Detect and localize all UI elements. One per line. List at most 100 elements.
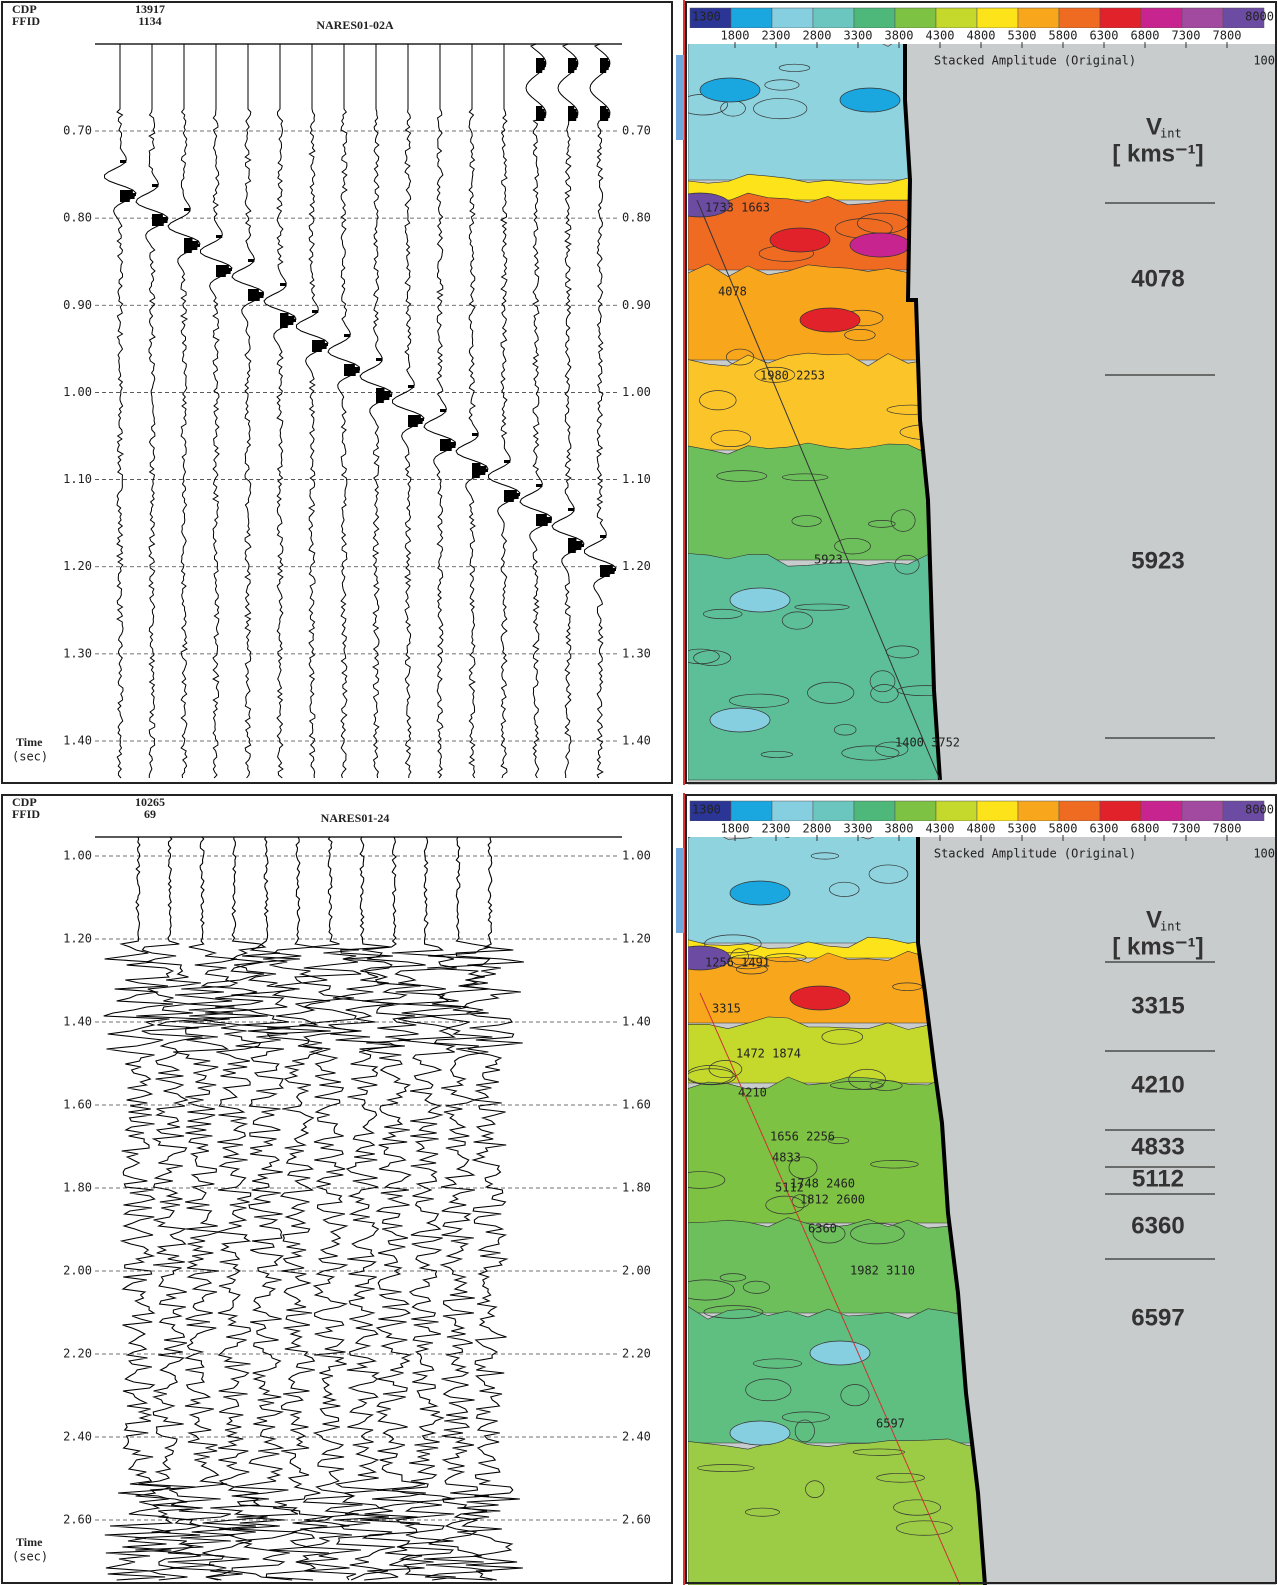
- seismic-trace: [453, 836, 524, 1581]
- contour-blob: [730, 948, 749, 966]
- contour-blob: [688, 1171, 726, 1189]
- colorbar-swatch: [976, 800, 1019, 822]
- pick-label: 6597: [876, 1417, 905, 1431]
- contour-patch: [769, 227, 831, 253]
- pick-label: 1656 2256: [770, 1130, 835, 1144]
- contour-blob: [896, 685, 940, 697]
- vint-symbol: V: [1146, 113, 1162, 140]
- contour-blob: [875, 741, 909, 757]
- trace-fill: [280, 283, 296, 328]
- contour-blob: [778, 63, 811, 72]
- panel-frame: [685, 1, 1277, 784]
- seismic-trace: [455, 44, 489, 779]
- time-tick-label: 0.70: [63, 124, 92, 138]
- contour-blob: [753, 98, 808, 120]
- contour-blob: [781, 611, 814, 630]
- seismic-trace: [167, 836, 239, 1581]
- interval-velocity: 4078: [1131, 265, 1184, 292]
- contour-blob: [834, 537, 871, 555]
- contour-blob: [848, 1068, 886, 1090]
- contour-blob: [830, 1081, 884, 1090]
- trace-fill: [119, 160, 136, 202]
- time-tick-label: 0.90: [622, 298, 651, 312]
- trace-fill: [568, 58, 584, 553]
- contour-blob: [735, 964, 768, 975]
- time-tick-label: 2.00: [63, 1264, 92, 1278]
- contour-blob: [764, 79, 800, 91]
- seismic-trace: [359, 44, 393, 779]
- velocity-tick-label: 2300: [762, 29, 791, 43]
- colorbar-swatch: [894, 800, 937, 822]
- amplitude-label: Stacked Amplitude (Original): [934, 847, 1136, 861]
- velocity-tick-label: 6800: [1131, 822, 1160, 836]
- contour-blob: [869, 670, 896, 693]
- time-tick-label: 0.90: [63, 298, 92, 312]
- contour-blob: [812, 1224, 846, 1244]
- velocity-band: [688, 1437, 985, 1585]
- seismic-trace: [135, 836, 204, 1581]
- contour-blob: [852, 1448, 906, 1456]
- colorbar-swatch: [1058, 7, 1101, 29]
- contour-blob: [890, 509, 916, 532]
- colorbar-swatch: [812, 7, 855, 29]
- seismic-trace: [519, 43, 553, 779]
- velocity-tick-label: 1800: [721, 822, 750, 836]
- time-tick-label: 0.70: [622, 124, 651, 138]
- velocity-tick-label: 5800: [1049, 29, 1078, 43]
- contour-patch: [729, 587, 791, 613]
- colorbar-swatch: [1140, 7, 1183, 29]
- interval-velocity: 5923: [1131, 547, 1184, 574]
- seismic-trace: [487, 44, 521, 779]
- contour-blob: [893, 1499, 942, 1516]
- contour-blob: [781, 1411, 830, 1423]
- pick-label: 6360: [808, 1222, 837, 1236]
- colorbar-swatch: [1017, 800, 1060, 822]
- time-axis-unit: (sec): [12, 1550, 48, 1564]
- contour-blob: [716, 470, 768, 482]
- time-tick-label: 1.20: [622, 559, 651, 573]
- contour-blob: [764, 953, 807, 963]
- trace-fill: [184, 208, 200, 253]
- contour-blob: [703, 1305, 764, 1319]
- vint-unit: [ kms⁻¹]: [1112, 140, 1203, 167]
- colorbar-swatch: [935, 800, 978, 822]
- contour-blob: [708, 1060, 743, 1079]
- pick-label: 1256 1491: [705, 956, 770, 970]
- contour-blob: [868, 864, 909, 884]
- contour-blob: [744, 1507, 780, 1517]
- seismic-trace: [359, 836, 427, 1581]
- contour-blob: [742, 1280, 771, 1294]
- colorbar-swatch: [730, 800, 773, 822]
- contour-blob: [876, 1472, 925, 1483]
- seismic-trace: [328, 836, 399, 1581]
- contour-blob: [827, 1137, 850, 1145]
- pick-label: 1400 3752: [895, 736, 960, 750]
- time-tick-label: 2.40: [622, 1430, 651, 1444]
- ffid-number: 69: [144, 807, 156, 821]
- velocity-tick-label: 3300: [844, 29, 873, 43]
- trace-fill: [248, 259, 264, 301]
- contour-blob: [894, 554, 920, 575]
- contour-blob: [810, 852, 840, 860]
- interval-velocity: 5112: [1132, 1165, 1184, 1192]
- time-tick-label: 1.80: [622, 1181, 651, 1195]
- contour-blob: [710, 429, 752, 448]
- contour-patch: [688, 945, 731, 971]
- trace-fill: [440, 409, 456, 451]
- time-tick-label: 2.60: [622, 1513, 651, 1527]
- time-tick-label: 0.80: [63, 211, 92, 225]
- colorbar-swatch: [1140, 800, 1183, 822]
- velocity-band: [688, 442, 940, 561]
- velocity-tick-label: 2300: [762, 822, 791, 836]
- contour-blob: [726, 348, 755, 366]
- velocity-tick-label: 3800: [885, 822, 914, 836]
- contour-blob: [892, 982, 923, 991]
- colorbar-swatch: [1099, 7, 1142, 29]
- ffid-number: 1134: [138, 14, 161, 28]
- seismic-trace: [294, 836, 363, 1581]
- contour-blob: [794, 1419, 815, 1443]
- colorbar-swatch: [853, 7, 896, 29]
- interval-velocity: 3315: [1131, 992, 1184, 1019]
- contour-patch: [809, 1340, 871, 1366]
